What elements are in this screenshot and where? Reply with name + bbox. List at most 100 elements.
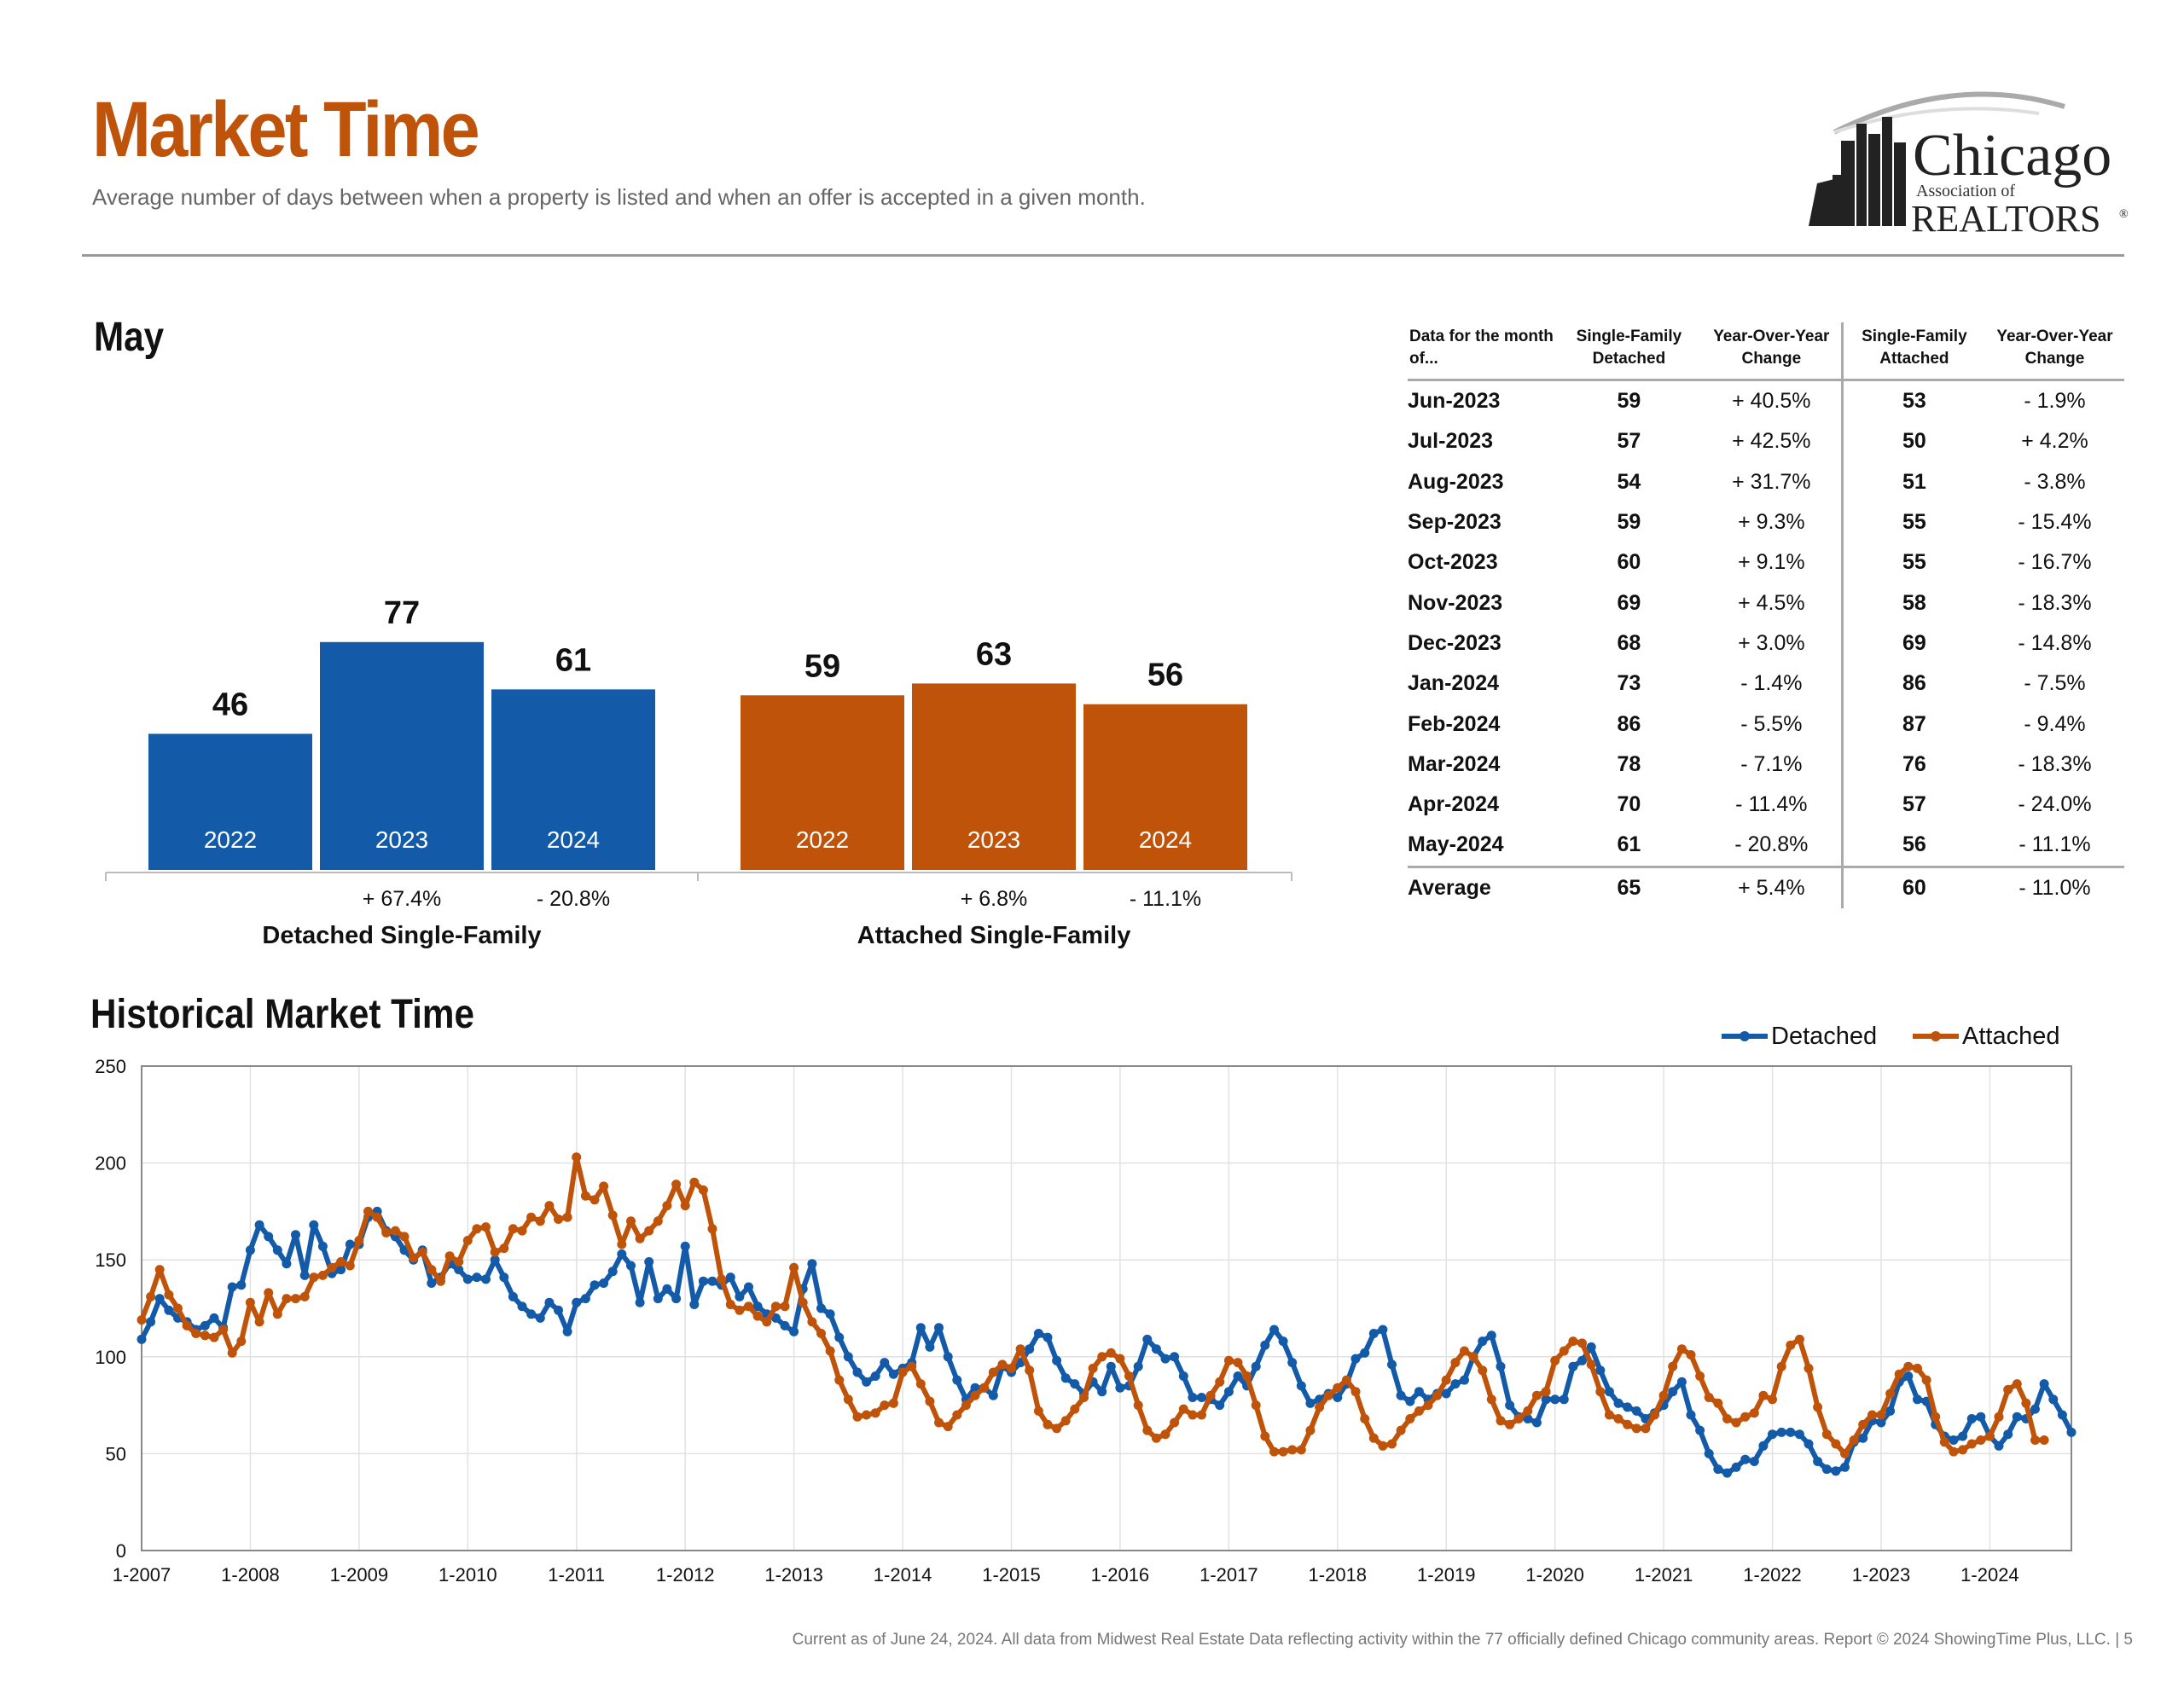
data-point-attached [1360, 1414, 1370, 1423]
table-row: Oct-2023 60 + 9.1% 55 - 16.7% [1408, 542, 2124, 583]
table-column-header: Year-Over-Year Change [1984, 322, 2124, 381]
data-point-detached [136, 1334, 147, 1344]
data-point-detached [626, 1261, 636, 1271]
data-point-detached [508, 1291, 518, 1301]
bar-value-label: 63 [976, 636, 1012, 672]
data-point-detached [1460, 1375, 1469, 1385]
data-point-attached [336, 1257, 346, 1267]
data-point-detached [1287, 1358, 1298, 1368]
table-row: Dec-2023 68 + 3.0% 69 - 14.8% [1408, 623, 2124, 664]
data-point-attached [462, 1236, 473, 1245]
data-point-attached [1223, 1355, 1234, 1365]
data-point-detached [770, 1313, 781, 1323]
table-cell: 61 [1617, 832, 1641, 857]
data-point-detached [544, 1297, 555, 1307]
data-point-attached [1658, 1390, 1669, 1400]
data-point-attached [517, 1226, 527, 1236]
bar-year-label: 2024 [547, 826, 600, 853]
table-row: Sep-2023 59 + 9.3% 55 - 15.4% [1408, 501, 2124, 543]
data-point-detached [1043, 1332, 1053, 1342]
table-column-header: Year-Over-Year Change [1701, 322, 1843, 381]
data-point-detached [988, 1390, 998, 1400]
data-point-attached [862, 1410, 872, 1420]
bar-value-label: 59 [804, 648, 840, 684]
data-point-attached [1559, 1346, 1569, 1356]
logo-word-association: Association of [1916, 182, 2015, 200]
data-point-detached [2012, 1412, 2022, 1422]
data-point-detached [1577, 1355, 1587, 1365]
data-point-detached [1070, 1379, 1080, 1389]
data-point-attached [444, 1251, 455, 1261]
data-point-attached [789, 1262, 799, 1272]
data-point-attached [1513, 1414, 1524, 1423]
data-point-attached [943, 1422, 953, 1432]
data-point-attached [1531, 1390, 1542, 1400]
data-point-attached [1115, 1354, 1125, 1364]
data-point-attached [599, 1181, 609, 1191]
bar-year-label: 2023 [375, 826, 428, 853]
data-point-attached [1052, 1423, 1062, 1434]
data-point-detached [1251, 1361, 1261, 1371]
data-point-attached [1197, 1410, 1206, 1420]
data-point-attached [1813, 1402, 1823, 1412]
data-point-detached [1151, 1344, 1161, 1354]
data-point-attached [1740, 1412, 1751, 1422]
data-point-detached [1676, 1377, 1687, 1387]
data-point-attached [1242, 1371, 1252, 1381]
data-point-detached [653, 1294, 663, 1304]
data-point-attached [1205, 1390, 1216, 1400]
table-row: Apr-2024 70 - 11.4% 57 - 24.0% [1408, 784, 2124, 826]
data-point-attached [1650, 1410, 1659, 1420]
table-row: Mar-2024 78 - 7.1% 76 - 18.3% [1408, 744, 2124, 785]
data-point-attached [354, 1236, 364, 1245]
data-point-detached [607, 1267, 618, 1277]
data-point-detached [1704, 1448, 1714, 1458]
table-row: May-2024 61 - 20.8% 56 - 11.1% [1408, 825, 2124, 867]
data-point-detached [1604, 1387, 1614, 1397]
data-point-detached [590, 1280, 600, 1290]
data-point-detached [572, 1297, 582, 1307]
data-point-attached [662, 1201, 672, 1211]
data-point-attached [1305, 1425, 1316, 1435]
data-point-attached [1350, 1387, 1361, 1397]
table-column-header: Single-Family Detached [1556, 322, 1702, 381]
data-point-detached [1776, 1427, 1786, 1437]
data-point-attached [907, 1361, 917, 1371]
data-point-detached [1821, 1464, 1832, 1475]
data-point-attached [236, 1336, 247, 1347]
table-row: Jan-2024 73 - 1.4% 86 - 7.5% [1408, 664, 2124, 704]
data-point-attached [870, 1408, 880, 1418]
table-cell: 55 [1840, 542, 1985, 583]
data-point-detached [1396, 1390, 1406, 1400]
data-point-detached [1804, 1439, 1814, 1449]
data-point-attached [1323, 1390, 1333, 1400]
table-cell: + 9.1% [1738, 550, 1805, 575]
data-point-attached [1060, 1416, 1071, 1426]
data-point-detached [1786, 1427, 1796, 1437]
table-cell: 58 [1840, 583, 1985, 623]
data-point-attached [852, 1412, 863, 1422]
table-cell: Feb-2024 [1408, 711, 1501, 736]
table-cell: 86 [1617, 711, 1641, 736]
may-bar-chart: 46 2022 77 2023 + 67.4% 61 2024 - 20.8% Detached… [105, 595, 1292, 949]
logo-arc [1833, 91, 2065, 135]
data-point-detached [562, 1326, 572, 1336]
data-point-attached [725, 1300, 735, 1309]
table-cell: Apr-2024 [1408, 792, 1499, 817]
table-cell: + 5.4% [1701, 865, 1843, 908]
data-point-detached [472, 1272, 482, 1283]
data-point-detached [1160, 1354, 1170, 1364]
data-point-detached [1631, 1406, 1641, 1416]
data-point-detached [1623, 1402, 1633, 1412]
data-point-attached [1079, 1393, 1089, 1402]
data-point-attached [1025, 1365, 1035, 1376]
data-point-detached [517, 1301, 527, 1312]
data-point-detached [336, 1265, 346, 1275]
data-point-detached [816, 1303, 826, 1313]
data-point-attached [1913, 1363, 1922, 1373]
data-point-attached [925, 1396, 935, 1406]
data-point-attached [1858, 1419, 1868, 1429]
data-point-detached [454, 1265, 464, 1275]
table-cell: 57 [1840, 784, 1985, 826]
data-point-attached [807, 1317, 817, 1327]
